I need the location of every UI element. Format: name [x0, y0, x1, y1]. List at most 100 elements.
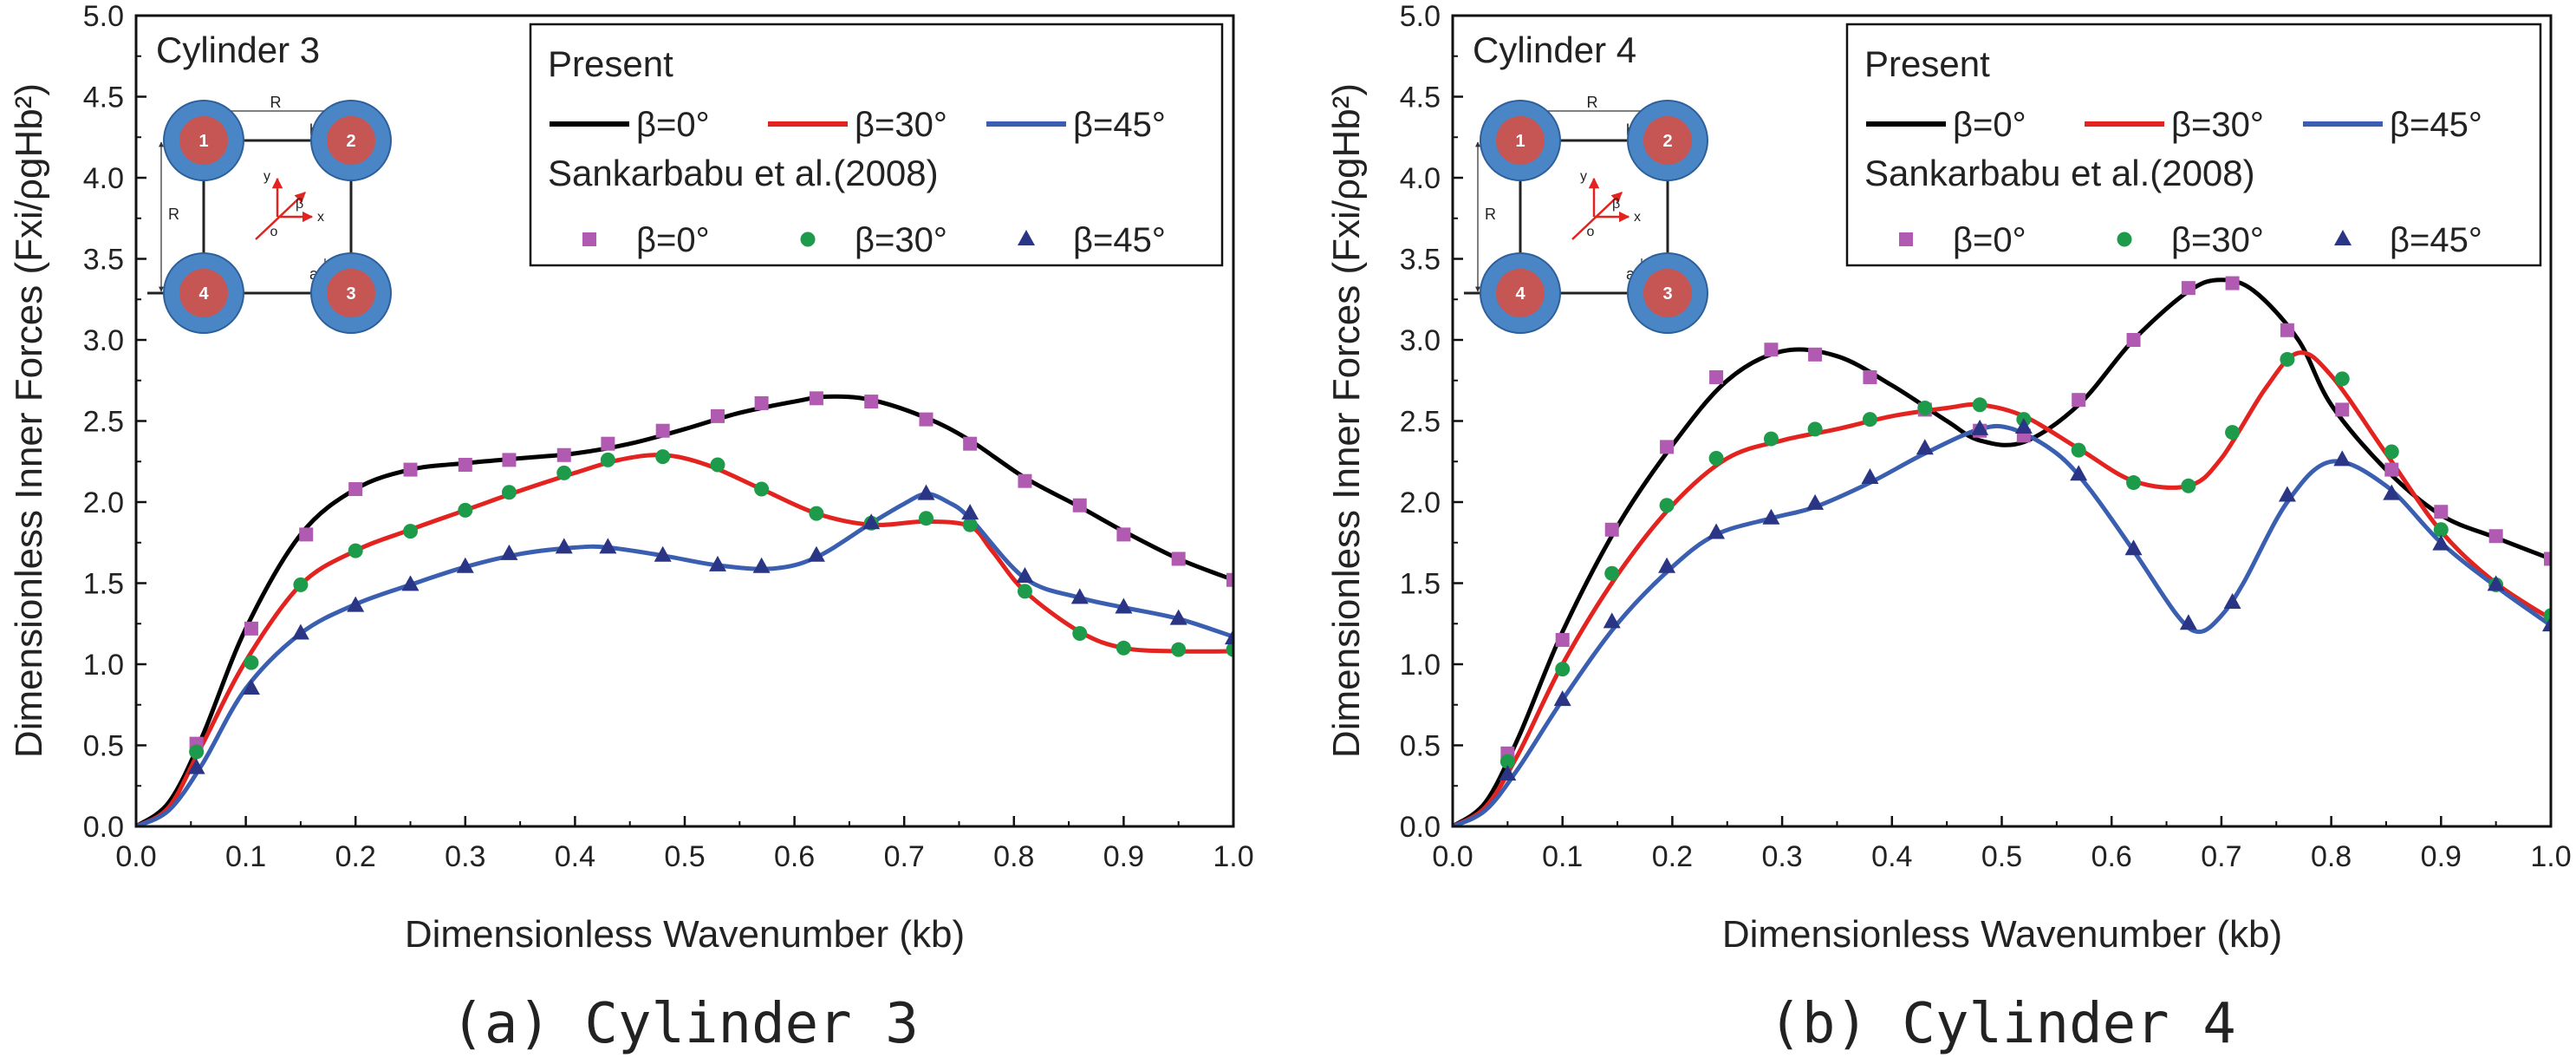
legend-marker-label: β=45° — [1073, 221, 1166, 259]
legend-marker-entries: β=0° β=30° β=45° — [582, 221, 1166, 259]
data-point-circle — [403, 524, 418, 539]
data-point-square — [1116, 527, 1131, 542]
data-point-square — [1226, 572, 1233, 587]
legend-present-title: Present — [548, 43, 673, 84]
y-tick-label: 4.0 — [83, 162, 124, 195]
data-point-square — [1863, 370, 1877, 385]
legend-line-label: β=45° — [1073, 106, 1166, 144]
series-layer — [136, 391, 1233, 826]
data-point-circle — [809, 506, 824, 521]
cylinder-inset: Cylinder 4 R b R a 1 2 4 3 — [1464, 29, 1708, 334]
data-point-square — [2384, 462, 2399, 477]
data-point-circle — [919, 511, 934, 526]
y-axis-label: Dimensionless Inner Forces (Fxi/ρgHb²) — [8, 83, 50, 758]
data-point-circle — [1226, 642, 1233, 657]
data-point-triangle — [1499, 765, 1517, 781]
data-point-triangle — [2487, 575, 2505, 591]
legend: Present β=0° β=30° β=45° Sankarbabu et al.… — [1845, 23, 2542, 267]
y-tick-label: 5.0 — [83, 0, 124, 33]
y-tick-label: 3.5 — [1400, 244, 1441, 277]
data-point-square — [458, 457, 472, 472]
cylinder-inset: Cylinder 3 R b R a 1 2 4 3 — [147, 29, 392, 334]
data-point-square — [348, 482, 363, 497]
y-tick-label: 3.0 — [1400, 324, 1441, 357]
data-point-triangle — [1861, 467, 1879, 484]
y-tick-label: 1.0 — [1400, 649, 1441, 682]
data-point-circle — [2334, 371, 2350, 387]
y-tick-label: 5.0 — [1400, 0, 1441, 33]
data-point-triangle — [187, 758, 205, 774]
data-point-square — [1604, 522, 1619, 537]
inset-origin: o — [1587, 225, 1595, 239]
data-point-circle — [655, 449, 671, 465]
inset-wave-direction-arrow — [1571, 192, 1623, 240]
data-point-square — [655, 423, 670, 438]
data-point-square — [2181, 281, 2195, 296]
legend-line-label: β=0° — [1953, 106, 2026, 144]
data-point-square — [1808, 347, 1823, 362]
cylinder-2-inner — [327, 116, 375, 165]
data-point-circle — [1917, 401, 1933, 416]
data-point-circle — [2071, 442, 2086, 458]
y-tick-label: 4.0 — [1400, 162, 1441, 195]
y-tick-label: 2.0 — [83, 486, 124, 519]
data-point-square — [919, 412, 933, 427]
x-tick-label: 0.4 — [1871, 840, 1912, 873]
data-point-circle — [348, 543, 363, 558]
x-tick-label: 0.3 — [445, 840, 485, 873]
data-point-triangle — [1603, 612, 1621, 629]
data-point-circle — [244, 655, 259, 670]
cylinder-1-inner — [1496, 116, 1545, 165]
inset-dim-r-top: R — [1587, 94, 1598, 111]
data-point-circle — [1708, 451, 1724, 467]
y-tick-label: 2.5 — [1400, 406, 1441, 439]
data-point-square — [2434, 505, 2449, 519]
cylinder-1-label: 1 — [1515, 132, 1525, 151]
cylinder-3-label: 3 — [346, 284, 355, 304]
y-axis-label: Dimensionless Inner Forces (Fxi/ρgHb²) — [1325, 83, 1368, 758]
data-point-triangle — [2333, 450, 2352, 467]
x-tick-label: 0.8 — [2311, 840, 2352, 873]
data-point-circle — [1017, 584, 1032, 599]
cylinder-2-label: 2 — [1662, 132, 1672, 151]
legend-line-label: β=0° — [636, 106, 710, 144]
x-tick-labels: 0.0 0.1 0.2 0.3 0.4 0.5 0.6 0.7 0.8 0.9 1.0 — [1432, 840, 2571, 873]
data-point-triangle — [654, 545, 672, 562]
inset-wave-direction-arrow — [255, 192, 306, 240]
cylinder-1-inner — [179, 116, 228, 165]
panel-caption: (b) Cylinder 4 — [1768, 992, 2235, 1056]
legend-marker-swatch — [800, 232, 816, 247]
data-point-triangle — [1070, 588, 1089, 604]
x-tick-label: 0.5 — [664, 840, 705, 873]
x-tick-label: 0.7 — [884, 840, 925, 873]
data-point-triangle — [961, 504, 979, 520]
cylinder-4-label: 4 — [198, 284, 209, 304]
legend-marker-swatch — [1899, 232, 1913, 246]
legend-marker-swatch — [582, 232, 596, 246]
legend-box — [1845, 23, 2542, 267]
x-tick-label: 0.8 — [993, 840, 1034, 873]
data-point-square — [299, 527, 314, 542]
data-point-square — [864, 395, 879, 409]
legend-box — [529, 23, 1224, 267]
y-tick-label: 2.5 — [83, 406, 124, 439]
x-tick-label: 0.2 — [335, 840, 376, 873]
data-point-circle — [1499, 754, 1515, 769]
data-point-square — [809, 391, 823, 406]
inset-dim-a: a — [1626, 265, 1636, 283]
legend-marker-label: β=0° — [1953, 221, 2026, 259]
legend-present-title: Present — [1864, 43, 1990, 84]
chart-panel-a: 0.0 0.1 0.2 0.3 0.4 0.5 0.6 0.7 0.8 0.9 1.0 0.0 0.5… — [8, 0, 1254, 1056]
data-point-square — [2280, 323, 2294, 337]
data-point-square — [2335, 402, 2350, 417]
data-point-circle — [1116, 640, 1131, 656]
x-tick-label: 0.9 — [1103, 840, 1144, 873]
data-point-square — [2072, 393, 2086, 408]
data-point-triangle — [401, 575, 420, 591]
data-point-triangle — [752, 557, 771, 573]
data-point-triangle — [555, 538, 573, 554]
plot-frame — [134, 14, 1235, 828]
inset-origin: o — [270, 225, 278, 239]
data-point-triangle — [708, 555, 726, 571]
x-axis-label: Dimensionless Wavenumber (kb) — [1722, 913, 2282, 956]
